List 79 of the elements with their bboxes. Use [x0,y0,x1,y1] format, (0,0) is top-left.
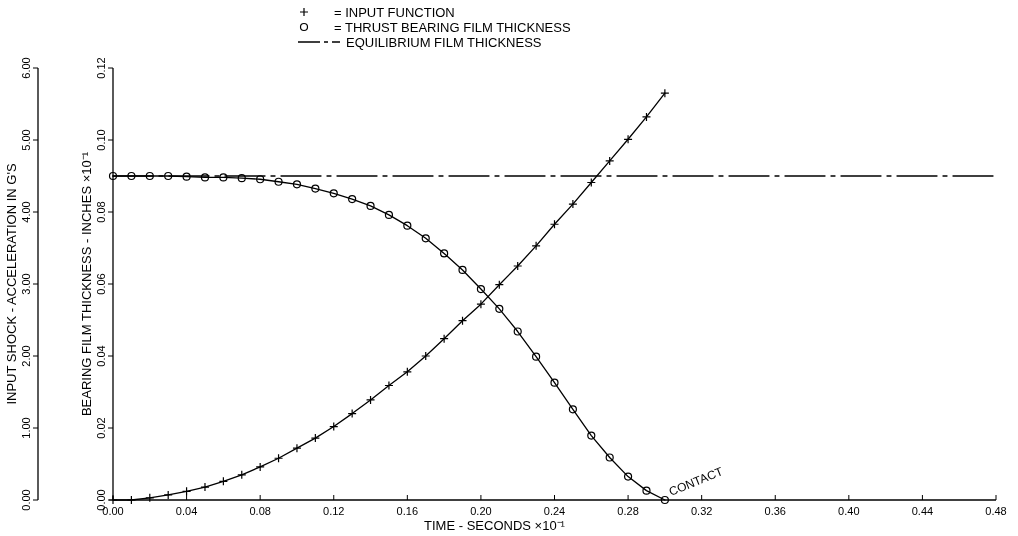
y-tick-label: 0.02 [95,417,107,439]
point [642,486,651,495]
point [421,234,430,243]
point [127,171,136,181]
point [366,201,375,210]
point [145,171,154,181]
y-axis-title: BEARING FILM THICKNESS - INCHES ×10⁻¹ [79,151,94,417]
point [568,199,578,209]
point [311,184,320,193]
point [568,405,577,414]
point [200,482,210,492]
x-tick-label: 0.12 [323,505,345,517]
x-tick-label: 0.16 [396,505,419,517]
x-tick-label: 0.24 [543,505,566,517]
x-tick-label: 0.28 [617,505,639,517]
y-tick-label: 0.06 [95,273,107,295]
point [237,174,246,183]
point [329,189,338,198]
point [421,351,431,361]
point [384,210,394,219]
point [347,409,357,419]
point [256,175,265,184]
x-tick-label: 0.32 [690,505,713,517]
point [182,172,191,181]
y2-tick-label: 2.00 [20,345,32,367]
point [660,495,669,505]
point [292,443,302,453]
y2-tick-label: 5.00 [20,129,32,151]
legend-label: = INPUT FUNCTION [334,4,455,20]
y2-tick-label: 6.00 [20,57,32,79]
y-tick-label: 0.10 [95,129,107,151]
point [587,431,596,440]
point [200,173,210,182]
point [531,241,541,251]
point [440,249,449,258]
y-tick-label: 0.08 [95,201,107,223]
y2-tick-label: 1.00 [20,417,32,439]
point [495,304,504,313]
point [458,265,467,275]
point [348,194,357,204]
point [274,177,283,186]
legend-label: EQUILIBRIUM FILM THICKNESS [346,34,542,50]
y2-axis-title: INPUT SHOCK - ACCELERATION IN G'S [4,163,19,405]
point [476,299,486,309]
x-tick-label: 0.04 [175,505,198,517]
point [292,180,302,189]
y2-tick-label: 3.00 [20,273,32,295]
point [403,221,412,230]
legend-label: = THRUST BEARING FILM THICKNESS [334,19,571,35]
x-tick-label: 0.48 [985,505,1007,517]
point [641,112,652,122]
x-axis-title: TIME - SECONDS ×10⁻¹ [424,518,566,533]
point [513,261,523,271]
point [532,352,541,361]
point [365,395,376,405]
point [605,453,614,462]
point [255,462,265,472]
x-tick-label: 0.20 [470,505,492,517]
point [550,378,559,387]
point [623,472,633,481]
point [163,490,173,500]
point [108,171,118,181]
point [623,134,633,144]
point [384,380,394,391]
x-tick-label: 0.36 [764,505,786,517]
point [605,156,615,166]
y2-tick-label: 4.00 [20,201,32,223]
point [219,173,228,182]
point [476,284,486,294]
y-tick-label: 0.12 [95,57,107,79]
x-tick-label: 0.08 [249,505,271,517]
point [164,171,173,181]
x-tick-label: 0.44 [911,505,934,517]
y-tick-label: 0.04 [95,345,107,367]
point [513,327,522,336]
x-tick-label: 0.40 [838,505,860,517]
point [439,334,449,344]
point [660,88,670,98]
point [310,433,320,443]
